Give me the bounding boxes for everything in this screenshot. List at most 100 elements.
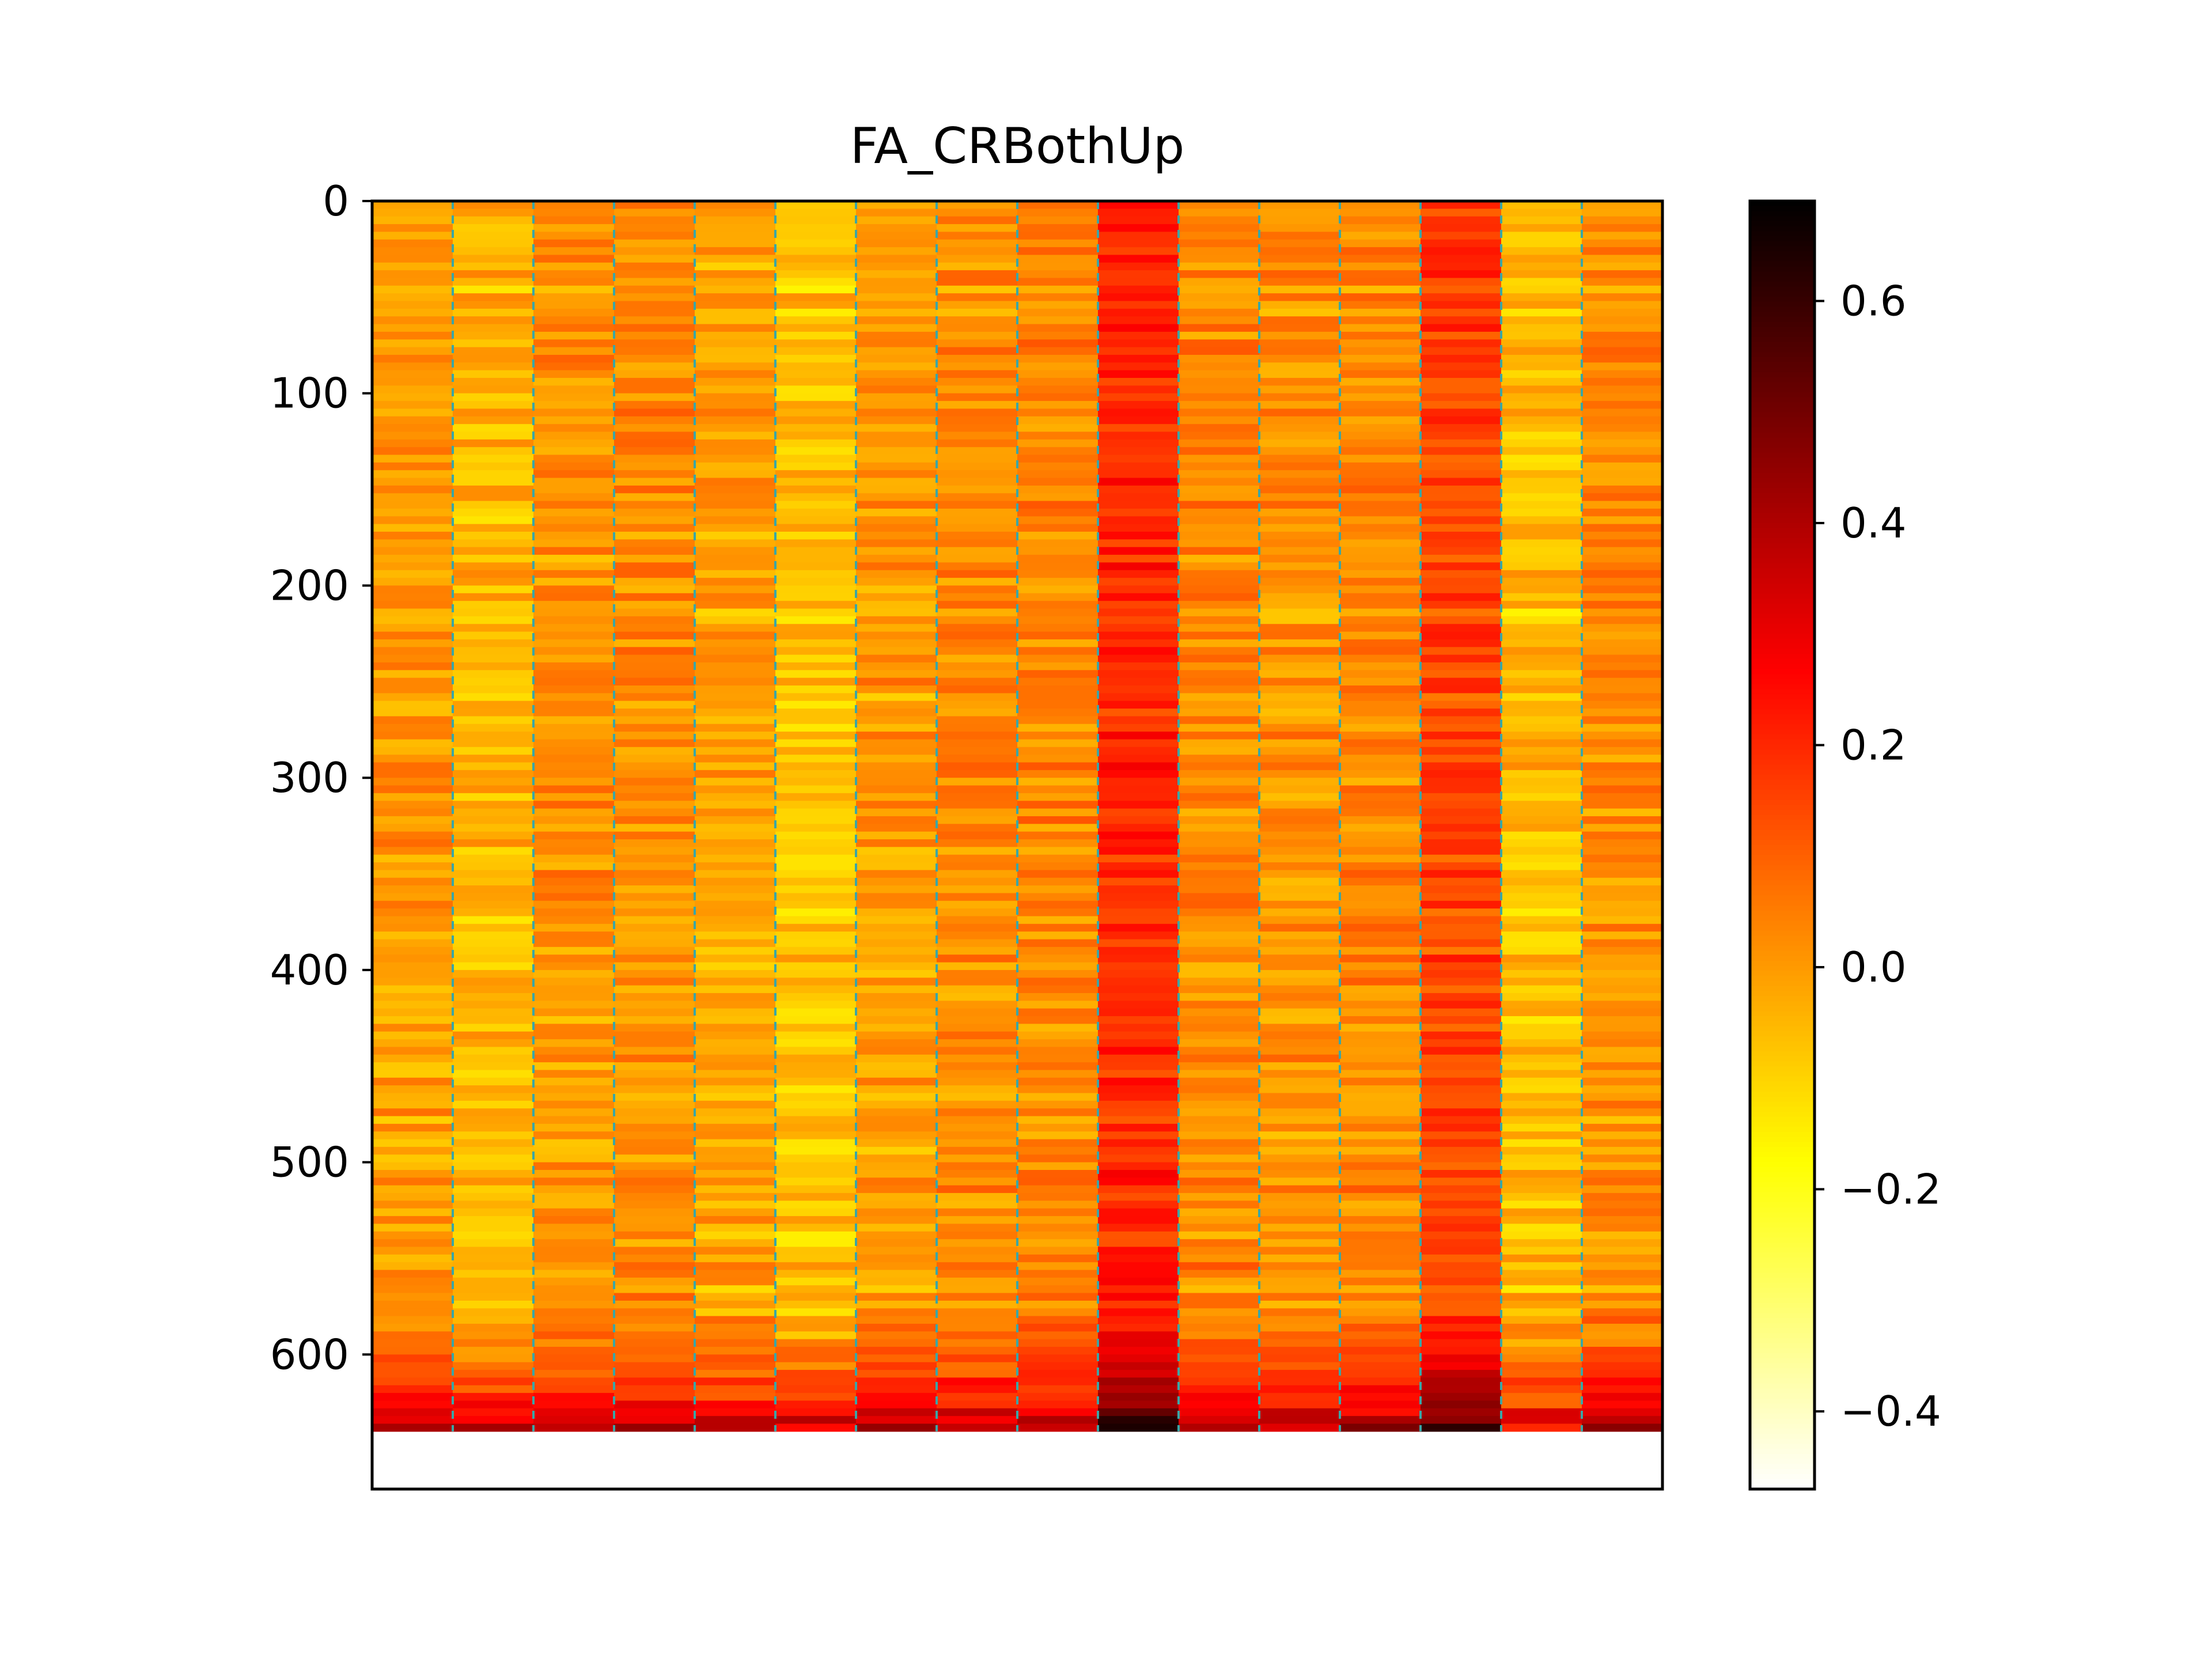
- heatmap-cell: [856, 893, 937, 902]
- heatmap-cell: [614, 1285, 695, 1294]
- colorbar-swatch: [1750, 1272, 1815, 1278]
- heatmap-cell: [1017, 493, 1099, 502]
- heatmap-cell: [614, 585, 695, 594]
- heatmap-cell: [1421, 993, 1502, 1001]
- heatmap-cell: [1501, 232, 1582, 240]
- heatmap-cell: [1421, 732, 1502, 740]
- heatmap-cell: [856, 362, 937, 371]
- heatmap-cell: [856, 946, 937, 955]
- heatmap-cell: [775, 747, 857, 755]
- heatmap-cell: [1340, 801, 1421, 809]
- heatmap-cell: [1501, 562, 1582, 571]
- heatmap-cell: [1421, 839, 1502, 847]
- heatmap-cell: [937, 593, 1018, 601]
- heatmap-cell: [1098, 1347, 1179, 1355]
- colorbar-gradient: [1750, 201, 1815, 1490]
- heatmap-cell: [937, 1231, 1018, 1240]
- heatmap-cell: [856, 562, 937, 571]
- heatmap-cell: [775, 662, 857, 671]
- heatmap-cell: [1179, 1047, 1260, 1055]
- heatmap-cell: [775, 1247, 857, 1255]
- heatmap-cell: [695, 1077, 776, 1086]
- heatmap-cell: [372, 1247, 453, 1255]
- heatmap-cell: [453, 877, 534, 886]
- heatmap-cell: [1421, 908, 1502, 917]
- heatmap-cell: [1340, 762, 1421, 771]
- heatmap-cell: [372, 1131, 453, 1140]
- heatmap-cell: [1582, 339, 1663, 348]
- heatmap-cell: [775, 1408, 857, 1416]
- heatmap-cell: [1259, 647, 1340, 656]
- heatmap-cell: [695, 1285, 776, 1294]
- heatmap-cell: [1340, 854, 1421, 863]
- colorbar-swatch: [1750, 1177, 1815, 1183]
- heatmap-cell: [1582, 624, 1663, 632]
- colorbar-tick-label: −0.4: [1840, 1387, 1941, 1435]
- heatmap-cell: [1179, 654, 1260, 663]
- heatmap-cell: [1017, 447, 1099, 456]
- heatmap-cell: [533, 508, 615, 517]
- heatmap-cell: [372, 670, 453, 679]
- heatmap-cell: [695, 785, 776, 794]
- heatmap-cell: [533, 1008, 615, 1017]
- heatmap-cell: [775, 408, 857, 417]
- heatmap-cell: [1421, 478, 1502, 486]
- heatmap-cell: [1259, 1200, 1340, 1209]
- heatmap-cell: [937, 339, 1018, 348]
- heatmap-cell: [1582, 969, 1663, 978]
- heatmap-cell: [1501, 1208, 1582, 1217]
- heatmap-cell: [695, 301, 776, 309]
- heatmap-cell: [1340, 454, 1421, 463]
- heatmap-cell: [1340, 1416, 1421, 1425]
- heatmap-cell: [1017, 739, 1099, 748]
- heatmap-cell: [1098, 1277, 1179, 1286]
- heatmap-cell: [775, 370, 857, 378]
- colorbar-swatch: [1750, 1081, 1815, 1088]
- heatmap-cell: [1179, 255, 1260, 263]
- heatmap-cell: [453, 1077, 534, 1086]
- heatmap-cell: [1259, 1362, 1340, 1370]
- colorbar-tick-label: 0.4: [1840, 499, 1907, 547]
- heatmap-cell: [1501, 985, 1582, 994]
- heatmap-cell: [1259, 293, 1340, 302]
- heatmap-cell: [453, 1308, 534, 1317]
- heatmap-cell: [1421, 385, 1502, 394]
- heatmap-cell: [1179, 978, 1260, 986]
- heatmap-cell: [1421, 585, 1502, 594]
- heatmap-cell: [1017, 362, 1099, 371]
- heatmap-cell: [695, 1108, 776, 1117]
- heatmap-cell: [856, 639, 937, 647]
- heatmap-cell: [1259, 1131, 1340, 1140]
- heatmap-cell: [372, 316, 453, 325]
- colorbar-swatch: [1750, 1287, 1815, 1294]
- heatmap-cell: [937, 1054, 1018, 1063]
- heatmap-cell: [1017, 324, 1099, 332]
- heatmap-cell: [1501, 962, 1582, 971]
- heatmap-cell: [614, 985, 695, 994]
- heatmap-cell: [937, 354, 1018, 363]
- heatmap-cell: [453, 1031, 534, 1040]
- heatmap-cell: [1017, 793, 1099, 801]
- heatmap-cell: [1179, 532, 1260, 540]
- heatmap-cell: [1259, 739, 1340, 748]
- heatmap-cell: [1179, 1323, 1260, 1332]
- heatmap-cell: [1017, 562, 1099, 571]
- heatmap-cell: [1179, 755, 1260, 763]
- heatmap-cell: [1179, 955, 1260, 963]
- heatmap-cell: [1259, 631, 1340, 640]
- heatmap-cell: [533, 1031, 615, 1040]
- heatmap-cell: [614, 232, 695, 240]
- heatmap-cell: [1340, 1200, 1421, 1209]
- heatmap-cell: [533, 1200, 615, 1209]
- colorbar-swatch: [1750, 689, 1815, 695]
- heatmap-cell: [695, 969, 776, 978]
- heatmap-cell: [1259, 555, 1340, 563]
- colorbar-swatch: [1750, 774, 1815, 781]
- heatmap-cell: [1259, 601, 1340, 609]
- heatmap-cell: [614, 524, 695, 532]
- heatmap-cell: [1179, 1193, 1260, 1201]
- heatmap-cell: [533, 1347, 615, 1355]
- heatmap-cell: [1259, 831, 1340, 840]
- heatmap-cell: [614, 1262, 695, 1271]
- heatmap-cell: [1179, 1293, 1260, 1301]
